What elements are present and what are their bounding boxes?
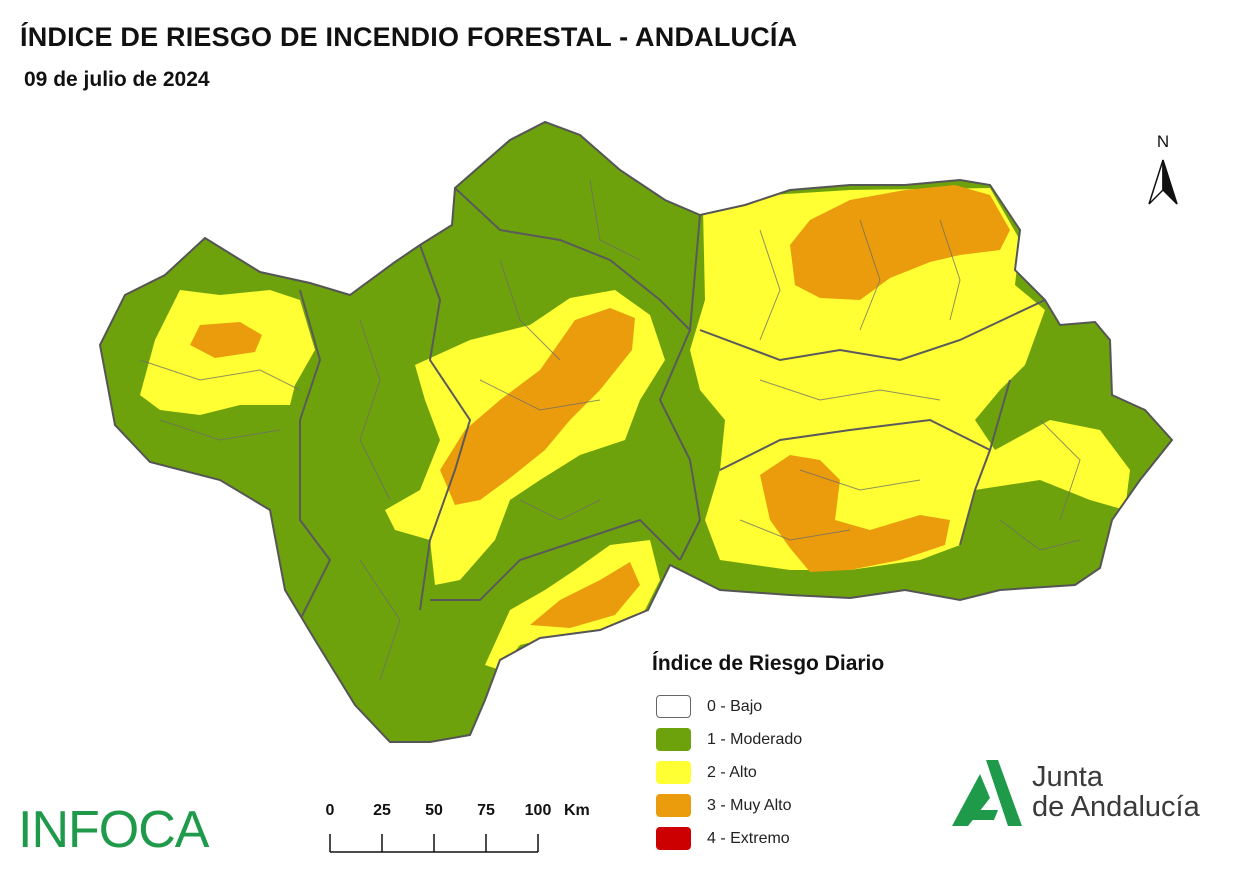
legend-title: Índice de Riesgo Diario [652,652,885,675]
legend-label: 0 - Bajo [707,697,763,715]
map-title: ÍNDICE DE RIESGO DE INCENDIO FORESTAL - … [20,22,798,52]
legend-item-extremo: 4 - Extremo [656,822,884,855]
legend-item-moderado: 1 - Moderado [656,723,884,756]
legend-swatch-muy-alto [656,794,691,817]
junta-logo-text: Junta de Andalucía [1032,762,1200,822]
legend-label: 2 - Alto [707,763,757,781]
scale-tick-label: 75 [477,802,495,819]
risk-zone-muy-alto-south [760,455,950,572]
north-arrow: N [1143,130,1183,210]
scale-tick-label: 25 [373,802,391,819]
province-boundaries [299,187,1046,621]
scale-bar-graphic [329,834,539,853]
legend-label: 3 - Muy Alto [707,796,792,814]
scale-tick-label: 0 [325,802,335,819]
scale-tick-label: 50 [425,802,443,819]
scale-unit: Km [564,802,590,819]
map-legend: Índice de Riesgo Diario 0 - Bajo 1 - Mod… [652,652,884,855]
legend-item-alto: 2 - Alto [656,756,884,789]
legend-item-muy-alto: 3 - Muy Alto [656,789,884,822]
legend-label: 4 - Extremo [707,829,790,847]
junta-logo-icon [952,760,1022,826]
legend-swatch-moderado [656,728,691,751]
scale-bar: 0 25 50 75 100 Km [320,800,600,860]
legend-item-bajo: 0 - Bajo [656,690,884,723]
risk-zone-muy-alto-north-east [790,185,1010,300]
map-date: 09 de julio de 2024 [24,68,210,91]
risk-zone-muy-alto-central [440,308,635,505]
legend-swatch-alto [656,761,691,784]
scale-tick-label: 100 [524,802,552,819]
north-arrow-icon [1148,159,1178,205]
legend-swatch-bajo [656,695,691,718]
legend-swatch-extremo [656,827,691,850]
risk-zone-muy-alto-coast [530,562,640,628]
risk-zone-muy-alto-west [190,322,262,358]
legend-label: 1 - Moderado [707,730,803,748]
municipal-boundaries [139,179,1081,681]
junta-line1: Junta [1032,761,1103,793]
junta-line2: de Andalucía [1032,791,1200,823]
infoca-logo: INFOCA [18,801,209,859]
junta-andalucia-logo: Junta de Andalucía [950,758,1220,832]
north-label: N [1156,132,1170,151]
